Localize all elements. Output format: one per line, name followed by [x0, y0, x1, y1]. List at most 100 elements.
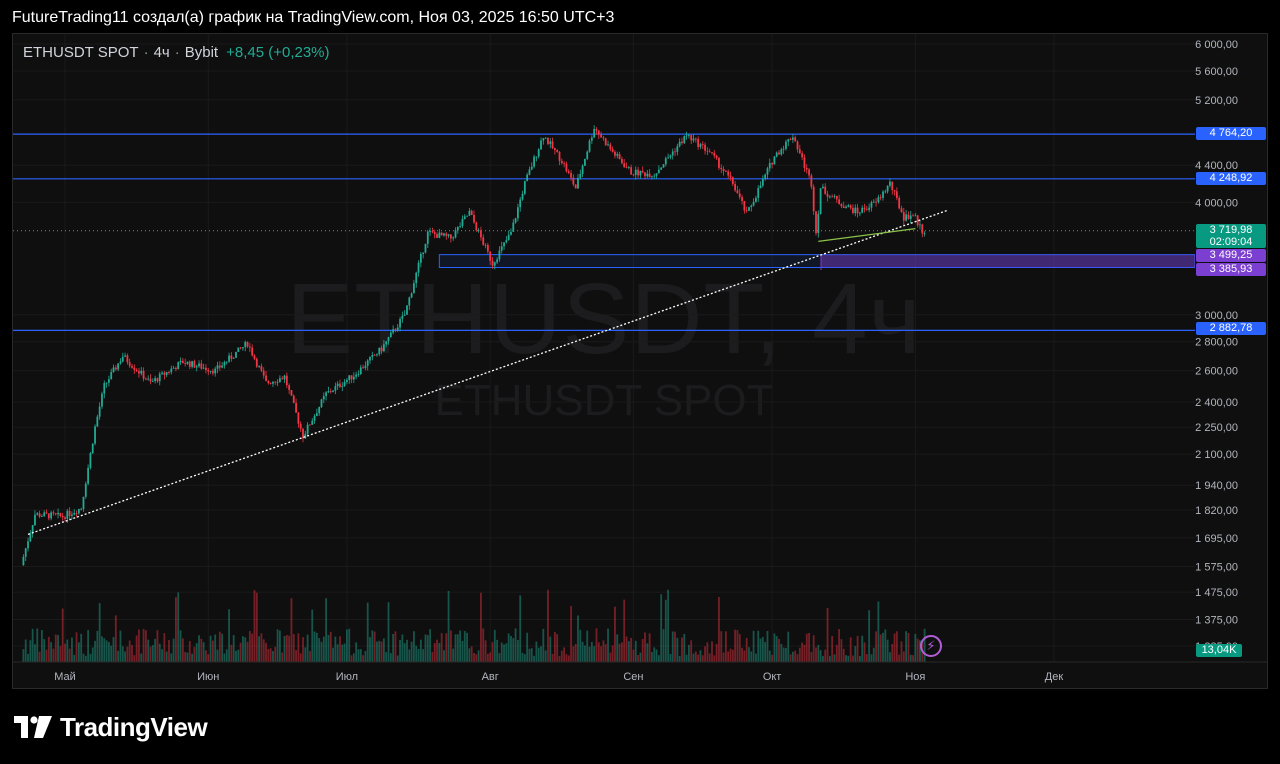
symbol-legend[interactable]: ETHUSDT SPOT · 4ч · Bybit +8,45 (+0,23%) — [23, 44, 330, 61]
volume-bar — [138, 629, 140, 662]
volume-bar — [805, 633, 808, 662]
volume-bar — [877, 601, 880, 662]
candle-body — [207, 370, 210, 372]
candle-body — [514, 218, 517, 223]
price-tick-label: 2 600,00 — [1195, 366, 1238, 378]
candle-body — [371, 354, 374, 357]
candle-body — [773, 156, 776, 165]
volume-bar — [135, 635, 138, 662]
candle-body — [332, 390, 334, 392]
demand-zone-highlight — [821, 254, 1195, 268]
candle-body — [553, 148, 556, 151]
volume-bar — [558, 655, 561, 662]
candle-body — [114, 367, 117, 370]
volume-bar — [389, 653, 392, 662]
candle-body — [38, 513, 41, 517]
volume-bar — [572, 646, 575, 662]
volume-bar — [884, 629, 887, 662]
volume-bar — [655, 649, 658, 662]
candle-body — [590, 137, 593, 141]
candle-body — [706, 150, 709, 152]
legend-separator: · — [174, 44, 180, 61]
volume-bar — [34, 644, 36, 662]
candle-body — [461, 218, 464, 227]
legend-interval[interactable]: 4ч — [153, 44, 170, 61]
candle-body — [556, 150, 559, 153]
volume-bar — [475, 654, 478, 662]
volume-bar — [429, 629, 431, 662]
volume-bar — [131, 645, 133, 662]
chart-panel[interactable]: ETHUSDT, 4ч ETHUSDT SPOT 6 000,00 5 600,0… — [12, 33, 1268, 689]
volume-bar — [914, 633, 917, 662]
candle-body — [267, 380, 270, 383]
volume-bar — [232, 635, 235, 662]
candle-body — [191, 361, 193, 367]
volume-bar — [66, 639, 69, 662]
time-tick-label: Сен — [623, 671, 643, 683]
volume-bar — [318, 638, 321, 662]
candle-body — [653, 175, 656, 177]
volume-bar — [720, 631, 723, 662]
candle-body — [128, 362, 131, 366]
candle-body — [882, 191, 884, 198]
volume-bar — [741, 647, 743, 662]
candle-body — [787, 139, 790, 142]
candle-body — [218, 365, 221, 368]
legend-symbol[interactable]: ETHUSDT SPOT — [23, 44, 139, 61]
candle-body — [144, 378, 147, 380]
volume-bar — [126, 646, 129, 662]
volume-bar — [459, 630, 462, 662]
candle-body — [579, 173, 582, 178]
volume-bar — [630, 637, 633, 662]
volume-bar — [521, 652, 524, 662]
tradingview-logo[interactable]: TradingView — [14, 710, 208, 744]
candle-body — [359, 367, 362, 375]
volume-bar — [161, 649, 163, 662]
volume-bar — [186, 652, 189, 662]
volume-bar — [604, 644, 607, 662]
candle-body — [748, 207, 750, 211]
volume-bar — [288, 635, 291, 662]
volume-bar — [45, 649, 48, 662]
volume-bar — [882, 632, 884, 662]
volume-bar — [766, 630, 769, 662]
candle-body — [188, 361, 191, 367]
volume-bar — [533, 655, 535, 662]
candle-body — [734, 184, 737, 191]
lightning-icon[interactable]: ⚡ — [920, 635, 942, 657]
volume-bar — [237, 649, 240, 662]
candle-body — [854, 207, 857, 214]
candle-body — [61, 515, 64, 518]
time-tick-label: Авг — [482, 671, 499, 683]
volume-bar — [128, 640, 131, 662]
candle-body — [40, 515, 43, 517]
price-chart[interactable]: 6 000,00 5 600,00 5 200,00 4 400,00 4 000,00… — [13, 34, 1268, 689]
candle-body — [66, 510, 69, 519]
volume-bar — [158, 643, 161, 662]
candle-body — [77, 509, 80, 514]
candle-body — [544, 137, 547, 139]
volume-bar — [847, 655, 850, 662]
candle-body — [394, 329, 397, 331]
candle-body — [694, 138, 697, 140]
volume-bar — [477, 650, 480, 662]
volume-bar — [177, 592, 180, 662]
volume-bar — [456, 634, 459, 662]
candle-body — [877, 197, 880, 203]
volume-bar — [449, 630, 452, 662]
volume-bar — [833, 654, 836, 662]
grid-lines — [13, 34, 1195, 662]
candle-body — [346, 379, 348, 382]
volume-bar — [657, 655, 660, 662]
candle-body — [496, 259, 499, 263]
volume-bar — [678, 655, 681, 662]
volume-bar — [909, 654, 912, 662]
volume-bar — [620, 642, 623, 662]
volume-bar — [461, 640, 464, 662]
candle-body — [919, 224, 921, 226]
volume-bar — [124, 651, 126, 662]
volume-bar — [822, 655, 824, 662]
volume-bar — [560, 650, 563, 662]
volume-bar — [403, 643, 406, 662]
volume-bar — [121, 646, 124, 662]
